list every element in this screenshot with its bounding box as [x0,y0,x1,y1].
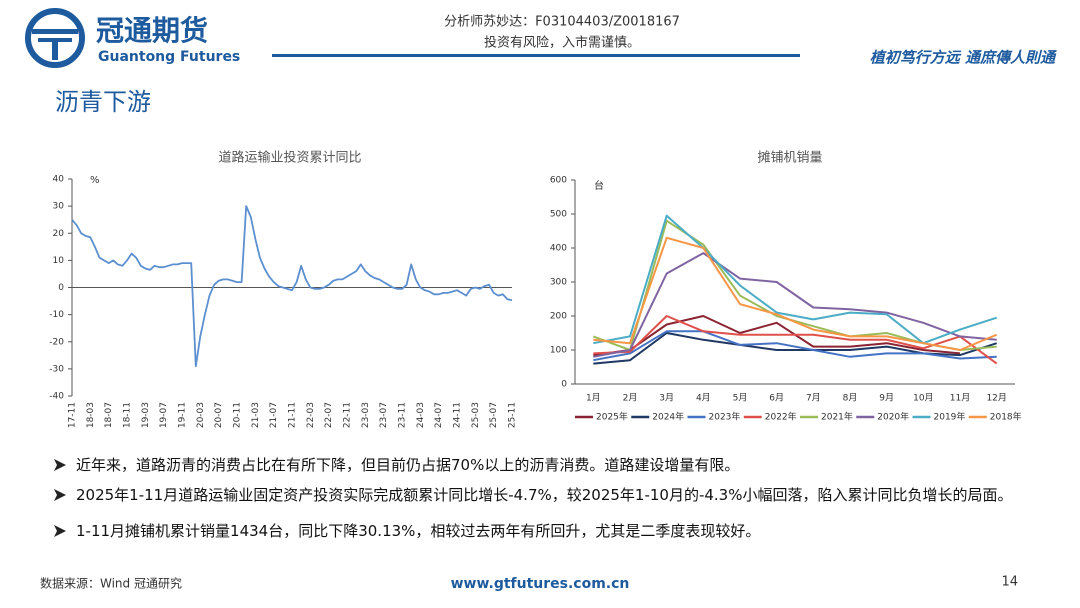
x-tick-label: 18-03 [86,402,96,428]
x-tick-label: 3月 [659,393,674,404]
data-line [593,315,961,357]
y-tick-label: 300 [550,278,567,288]
bullet-arrow [54,489,66,501]
legend-label: 2025年 [596,411,628,423]
x-tick-label: 8月 [843,393,858,404]
x-tick-label: 21-07 [269,402,279,428]
y-tick-label: 400 [550,244,567,254]
legend-label: 2019年 [934,411,966,423]
x-tick-label: 19-11 [178,402,188,428]
y-tick-label: 200 [550,312,567,322]
data-line [593,315,998,365]
y-tick-label: 600 [550,176,567,186]
x-tick-label: 11月 [950,393,970,404]
x-tick-label: 22-07 [324,402,334,428]
y-tick-label: 0 [561,380,567,390]
bullet-arrow [54,525,66,537]
legend-label: 2024年 [652,411,684,423]
x-tick-label: 7月 [806,393,821,404]
y-tick-label: -30 [49,364,64,374]
bullet-item: 近年来，道路沥青的消费占比在有所下降，但目前仍占据70%以上的沥青消费。道路建设… [52,450,1037,480]
data-line [593,330,997,362]
chart-title: 摊铺机销量 [757,151,822,166]
x-tick-label: 18-11 [123,402,133,428]
legend-label: 2021年 [821,411,853,423]
legend-label: 2023年 [709,411,741,423]
website: www.gtfutures.com.cn [451,576,630,592]
legend-label: 2018年 [990,411,1022,423]
x-tick-label: 24-11 [453,402,463,428]
y-tick-label: -10 [49,310,64,320]
x-tick-label: 23-07 [379,402,389,428]
bullet-text: 2025年1-11月道路运输业固定资产投资实际完成额累计同比增长-4.7%，较2… [76,486,1013,504]
bullet-arrow [54,459,66,471]
logo-icon [25,8,85,68]
x-tick-label: 12月 [986,393,1006,404]
header-rule [272,54,800,57]
bullet-text: 近年来，道路沥青的消费占比在有所下降，但目前仍占据70%以上的沥青消费。道路建设… [76,456,740,474]
page-number: 14 [1001,575,1018,590]
slogan: 植初笃行方远 通庶傳人則通 [870,49,1058,67]
x-tick-label: 1月 [586,393,601,404]
x-tick-label: 19-03 [141,402,151,428]
x-tick-label: 22-11 [343,402,353,428]
x-tick-label: 25-07 [489,402,499,428]
y-tick-label: -20 [49,337,64,347]
x-tick-label: 21-03 [251,402,261,428]
x-tick-label: 6月 [769,393,784,404]
x-tick-label: 23-11 [398,402,408,428]
x-tick-label: 25-03 [471,402,481,428]
y-unit: % [90,175,100,186]
bullet-text: 1-11月摊铺机累计销量1434台，同比下降30.13%，相较过去两年有所回升，… [76,522,761,540]
x-tick-label: 17-11 [68,402,78,428]
legend-label: 2020年 [877,411,909,423]
data-line [593,252,997,358]
x-tick-label: 9月 [879,393,894,404]
y-tick-label: 30 [53,202,65,212]
chart-title: 道路运输业投资累计同比 [218,150,361,166]
x-tick-label: 24-03 [416,402,426,428]
x-tick-label: 5月 [733,393,748,404]
y-tick-label: 500 [550,210,567,220]
data-line [593,236,998,351]
x-tick-label: 18-07 [104,402,114,428]
data-line [592,219,997,351]
logo-en: Guantong Futures [98,49,240,65]
source: 数据来源：Wind 冠通研究 [40,576,182,591]
x-tick-label: 22-03 [306,402,316,428]
legend-label: 2022年 [765,411,797,423]
y-tick-label: -40 [49,392,64,402]
x-tick-label: 2月 [623,393,638,404]
bullet-item: 1-11月摊铺机累计销量1434台，同比下降30.13%，相较过去两年有所回升，… [52,516,1037,546]
x-tick-label: 21-11 [288,402,298,428]
data-line [71,205,513,368]
bullet-item: 2025年1-11月道路运输业固定资产投资实际完成额累计同比增长-4.7%，较2… [52,480,1037,510]
y-tick-label: 20 [53,229,65,239]
x-tick-label: 20-11 [233,402,243,428]
y-tick-label: 10 [53,256,65,266]
x-tick-label: 19-07 [159,402,169,428]
risk-note: 投资有风险，入市需谨慎。 [484,35,640,51]
x-tick-label: 4月 [696,393,711,404]
analyst: 分析师苏妙达：F03104403/Z0018167 [444,14,680,30]
y-tick-label: 100 [550,346,567,356]
x-tick-label: 24-07 [434,402,444,428]
y-unit: 台 [594,179,604,192]
slide-title: 沥青下游 [55,88,151,116]
y-tick-label: 0 [58,283,64,293]
y-tick-label: 40 [53,175,65,185]
x-tick-label: 20-03 [196,402,206,428]
x-tick-label: 20-07 [214,402,224,428]
bullet-list: 近年来，道路沥青的消费占比在有所下降，但目前仍占据70%以上的沥青消费。道路建设… [52,450,1037,546]
x-tick-label: 23-03 [361,402,371,428]
logo-cn: 冠通期货 [96,14,208,47]
x-tick-label: 25-11 [508,402,518,428]
data-line [593,214,998,345]
x-tick-label: 10月 [913,393,933,404]
